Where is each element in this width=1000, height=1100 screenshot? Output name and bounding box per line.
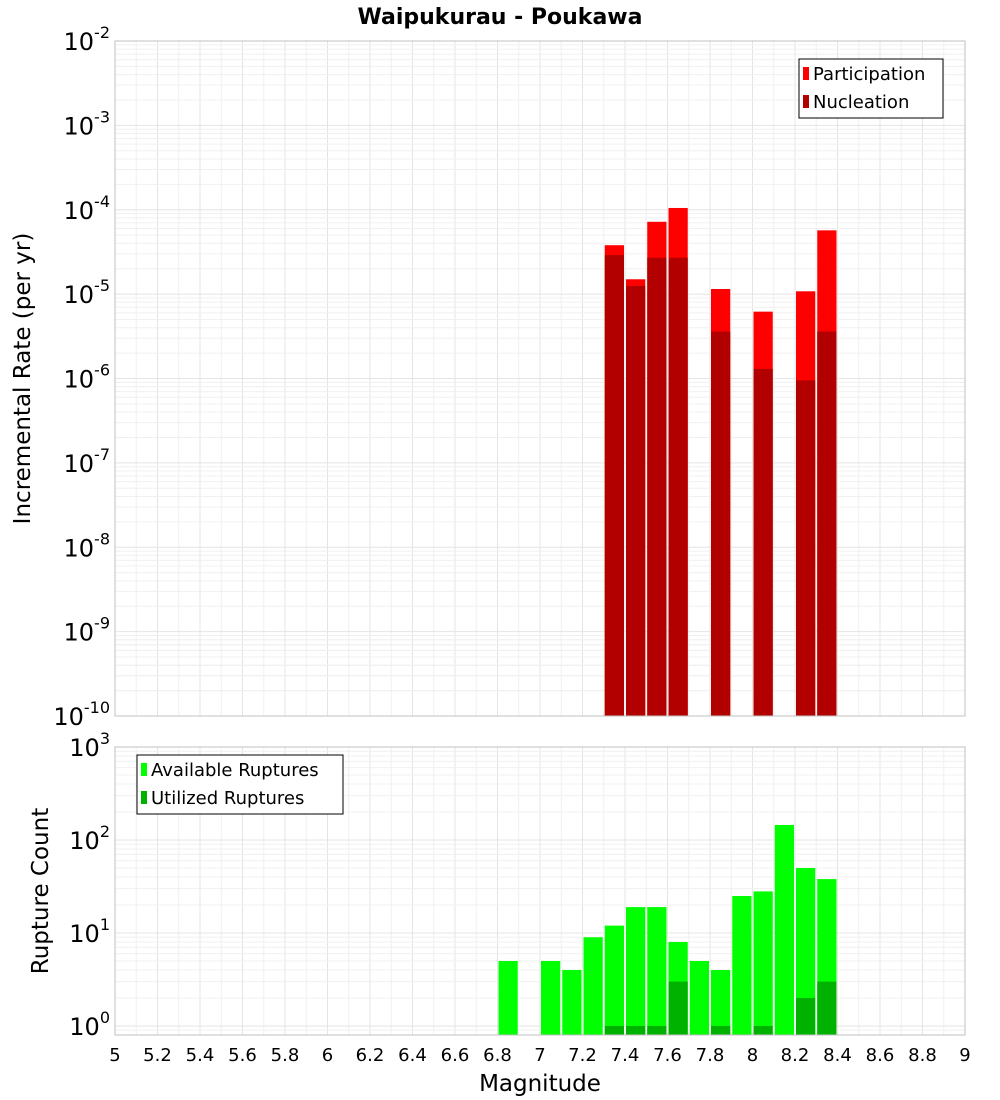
bar — [604, 1025, 624, 1035]
bar — [647, 257, 667, 716]
bar — [626, 285, 646, 716]
legend-entry: Nucleation — [813, 92, 909, 113]
x-tick-label: 5.2 — [143, 1045, 172, 1066]
bar — [711, 969, 731, 1035]
legend-entry: Participation — [813, 64, 925, 85]
y-tick-label: 10-7 — [64, 445, 111, 478]
x-tick-label: 5 — [109, 1045, 120, 1066]
legend: Participation Nucleation — [798, 58, 944, 119]
y-axis-rate: 10-10 10-9 10-8 10-7 10-6 10-5 10-4 10-3 10-2 — [53, 23, 110, 731]
series-available — [498, 824, 837, 1035]
bar — [753, 368, 773, 716]
bar — [626, 1025, 646, 1035]
bar — [774, 824, 794, 1035]
y-tick-label: 10-2 — [64, 23, 111, 56]
x-axis: 5 5.2 5.4 5.6 5.8 6 6.2 6.4 6.6 6.8 7 7.2 7.4 7.6 7.8 8… — [109, 1045, 970, 1066]
rate-panel: 10-10 10-9 10-8 10-7 10-6 10-5 10-4 10-3 10-2 Inc… — [10, 23, 966, 731]
bar — [753, 891, 773, 1035]
bar — [647, 907, 667, 1035]
x-tick-label: 9 — [959, 1045, 970, 1066]
y-axis-label: Rupture Count — [28, 808, 54, 974]
x-tick-label: 5.6 — [228, 1045, 257, 1066]
series-nucleation — [604, 255, 837, 716]
y-tick-label: 10-10 — [53, 698, 110, 731]
y-tick-label: 10-8 — [64, 529, 111, 562]
x-tick-label: 6 — [322, 1045, 333, 1066]
bar — [689, 960, 709, 1035]
y-tick-label: 10-9 — [64, 614, 111, 647]
legend-swatch — [141, 791, 147, 804]
bar — [562, 969, 582, 1035]
x-axis-label: Magnitude — [479, 1071, 601, 1097]
legend-swatch — [803, 95, 809, 108]
bar — [498, 960, 518, 1035]
legend-swatch — [141, 763, 147, 776]
legend-box — [136, 754, 344, 815]
x-tick-label: 8 — [747, 1045, 758, 1066]
plot-frame — [114, 40, 966, 717]
x-tick-label: 7.4 — [611, 1045, 640, 1066]
y-tick-label: 10-5 — [64, 276, 111, 309]
chart-title: Waipukurau - Poukawa — [358, 5, 643, 30]
x-tick-label: 5.8 — [271, 1045, 300, 1066]
bar — [583, 937, 603, 1035]
bar — [796, 867, 816, 1035]
bar — [711, 331, 731, 716]
y-axis-count: 100 101 102 103 — [69, 729, 110, 1041]
x-tick-label: 8.4 — [823, 1045, 852, 1066]
x-tick-label: 8.2 — [781, 1045, 810, 1066]
x-tick-label: 8.8 — [908, 1045, 937, 1066]
y-tick-label: 103 — [69, 729, 110, 762]
series-utilized — [604, 981, 837, 1035]
legend-entry: Available Ruptures — [151, 760, 319, 781]
bar — [817, 981, 837, 1035]
x-tick-label: 6.4 — [398, 1045, 427, 1066]
legend-box — [798, 58, 944, 119]
y-axis-label: Incremental Rate (per yr) — [10, 233, 36, 525]
x-tick-label: 7.2 — [568, 1045, 597, 1066]
x-tick-label: 6.8 — [483, 1045, 512, 1066]
grid — [114, 40, 966, 717]
y-tick-label: 10-3 — [64, 107, 111, 140]
bar — [668, 257, 688, 716]
bar — [626, 907, 646, 1035]
bar — [647, 1025, 667, 1035]
legend: Available Ruptures Utilized Ruptures — [136, 754, 344, 815]
bar — [732, 895, 752, 1035]
bar — [796, 997, 816, 1035]
bar — [668, 981, 688, 1035]
x-tick-label: 7.6 — [653, 1045, 682, 1066]
bar — [753, 1025, 773, 1035]
plot-frame — [114, 746, 966, 1036]
y-tick-label: 10-6 — [64, 361, 111, 394]
x-tick-label: 5.4 — [186, 1045, 215, 1066]
x-tick-label: 7 — [534, 1045, 545, 1066]
bar — [541, 960, 561, 1035]
bar — [604, 925, 624, 1035]
y-tick-label: 101 — [69, 915, 110, 948]
rupture-count-panel: 100 101 102 103 Rupture Count Available Ruptu… — [28, 729, 966, 1041]
x-tick-label: 7.8 — [696, 1045, 725, 1066]
y-tick-label: 100 — [69, 1008, 110, 1041]
legend-entry: Utilized Ruptures — [151, 788, 304, 809]
bar — [604, 255, 624, 716]
y-tick-label: 10-4 — [64, 192, 111, 225]
bar — [817, 331, 837, 716]
x-tick-label: 8.6 — [866, 1045, 895, 1066]
x-tick-label: 6.2 — [356, 1045, 385, 1066]
x-tick-label: 6.6 — [441, 1045, 470, 1066]
legend-swatch — [803, 67, 809, 80]
y-tick-label: 102 — [69, 822, 110, 855]
bar — [796, 380, 816, 716]
bar — [711, 1025, 731, 1035]
